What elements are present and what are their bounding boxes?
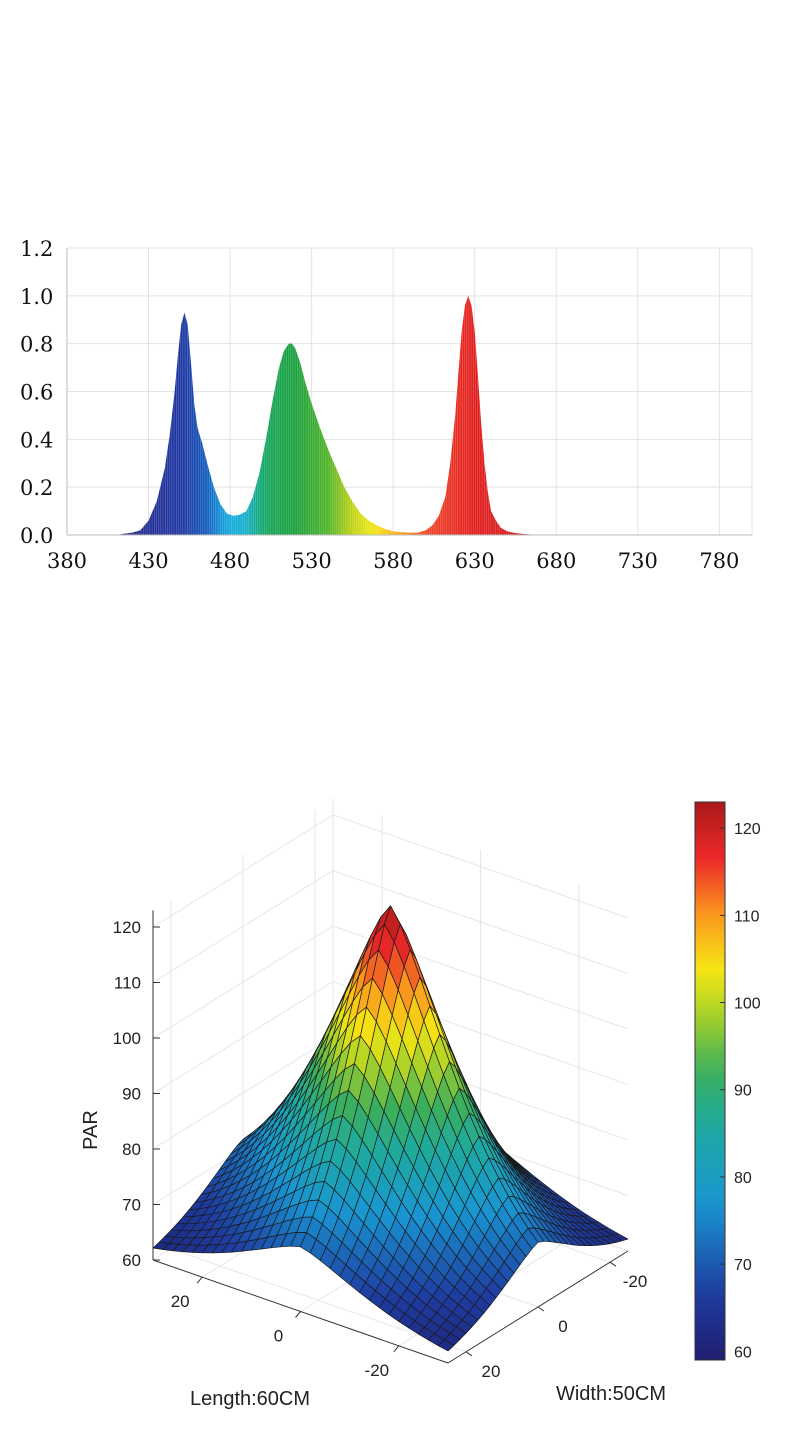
width-tick-label: 20 [482,1362,501,1381]
par-axes: 60 70 80 90 100 110 120 PAR 20 0 -20 Length:60CM -20… [80,910,666,1410]
x-tick-label: 380 [47,549,87,573]
spectrum-y-ticks: 0.0 0.2 0.4 0.6 0.8 1.0 1.2 [20,237,53,548]
width-tick-label: -20 [623,1272,648,1291]
z-tick-label: 100 [113,1029,141,1048]
width-axis-label: Width:50CM [556,1383,666,1405]
width-tick-label: 0 [558,1317,567,1336]
colorbar-tick-label: 70 [734,1257,752,1274]
z-tick-label: 60 [122,1251,141,1270]
y-tick-label: 0.8 [20,333,53,357]
colorbar-tick-label: 60 [734,1344,752,1361]
z-tick-label: 110 [114,974,141,993]
x-tick-label: 680 [536,549,576,573]
z-axis-label: PAR [80,1110,102,1150]
x-tick-label: 480 [210,549,250,573]
y-tick-label: 1.2 [20,237,53,261]
length-tick-label: -20 [365,1361,390,1380]
y-tick-label: 0.0 [20,524,53,548]
par-surface [152,905,629,1352]
width-tick [465,1351,473,1357]
par-surface-chart: 60 70 80 90 100 110 120 PAR 20 0 -20 Length:60CM -20… [80,798,761,1410]
z-tick-label: 90 [122,1085,141,1104]
x-tick-label: 530 [292,549,332,573]
length-axis-label: Length:60CM [190,1388,310,1410]
x-tick-label: 780 [699,549,739,573]
colorbar-tick-label: 100 [734,996,761,1013]
length-tick [393,1345,400,1353]
y-tick-label: 0.2 [20,476,53,500]
z-tick-label: 70 [122,1196,141,1215]
x-tick-label: 730 [618,549,658,573]
y-tick-label: 0.4 [20,428,53,452]
length-tick-label: 20 [171,1292,190,1311]
x-tick-label: 580 [373,549,413,573]
length-tick [196,1276,203,1284]
spectrum-area [115,295,549,535]
width-tick [537,1306,545,1312]
floor-gridline [170,1248,467,1353]
x-tick-label: 430 [129,549,169,573]
surface-patch [437,1339,455,1352]
length-tick-label: 0 [274,1327,283,1346]
spectrum-axes [66,248,752,536]
colorbar-tick-label: 80 [734,1170,752,1187]
colorbar-tick-label: 110 [734,908,760,925]
width-tick [609,1261,617,1267]
z-tick-label: 80 [122,1140,141,1159]
y-tick-label: 1.0 [20,285,53,309]
length-tick [295,1311,301,1318]
colorbar-gradient [694,801,726,1361]
spectrum-chart: 0.0 0.2 0.4 0.6 0.8 1.0 1.2 380 430 480 530 580 630… [20,237,753,573]
colorbar-tick-label: 120 [734,821,761,838]
z-tick-label: 120 [113,918,141,937]
colorbar-tick-label: 90 [734,1083,752,1100]
x-tick-label: 630 [455,549,495,573]
spectrum-hatch [115,295,549,535]
spectrum-x-ticks: 380 430 480 530 580 630 680 730 780 [47,549,739,573]
y-tick-label: 0.6 [20,381,53,405]
colorbar: 60 70 80 90 100 110 120 [694,801,761,1361]
